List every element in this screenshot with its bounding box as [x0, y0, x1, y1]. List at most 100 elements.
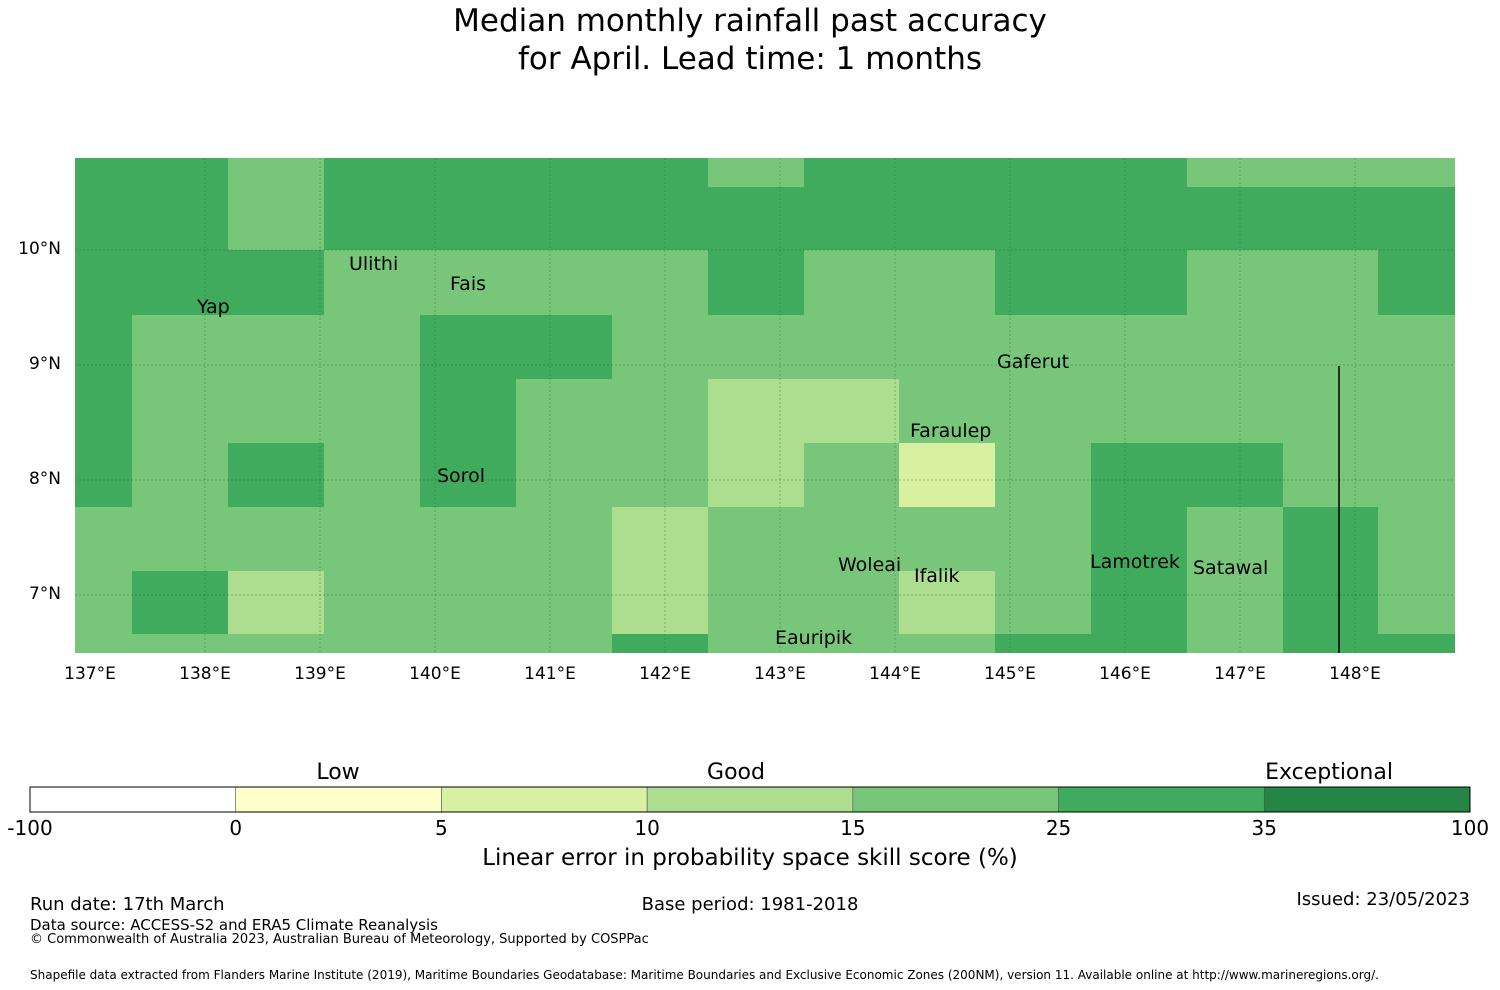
- grid-cell: [132, 634, 228, 653]
- grid-cell: [612, 507, 708, 571]
- place-label: Ulithi: [349, 253, 399, 275]
- grid-cell: [1187, 315, 1283, 379]
- lon-tick-label: 139°E: [294, 664, 346, 684]
- grid-cell: [804, 443, 899, 507]
- lon-tick-label: 137°E: [64, 664, 116, 684]
- grid-cell: [420, 315, 516, 379]
- grid-cell: [612, 158, 708, 187]
- grid-cell: [1283, 443, 1378, 507]
- grid-cell: [1378, 158, 1455, 187]
- lon-tick-label: 147°E: [1214, 664, 1266, 684]
- grid-cell: [1187, 158, 1283, 187]
- shapefile-credit: Shapefile data extracted from Flanders M…: [30, 968, 1379, 982]
- copyright: © Commonwealth of Australia 2023, Austra…: [30, 932, 649, 947]
- grid-cell: [899, 379, 995, 443]
- lat-tick-label: 10°N: [18, 239, 61, 259]
- run-date: Run date: 17th March: [30, 894, 225, 915]
- lon-tick-label: 142°E: [639, 664, 691, 684]
- grid-cell: [612, 379, 708, 443]
- place-label: Woleai: [838, 554, 902, 576]
- place-label: Eauripik: [775, 627, 853, 649]
- grid-cell: [1091, 187, 1187, 250]
- issued-date: Issued: 23/05/2023: [1296, 889, 1470, 910]
- grid-cell: [420, 250, 516, 315]
- place-label: Satawal: [1193, 557, 1269, 579]
- lat-tick-label: 7°N: [28, 584, 61, 604]
- grid-cell: [228, 187, 324, 250]
- grid-cell: [324, 315, 420, 379]
- grid-cell: [516, 443, 612, 507]
- grid-cell: [899, 507, 995, 571]
- grid-cell: [228, 443, 324, 507]
- grid-cell: [228, 379, 324, 443]
- place-label: Sorol: [437, 465, 485, 487]
- lon-tick-label: 141°E: [524, 664, 576, 684]
- grid-cell: [516, 158, 612, 187]
- grid-cell: [1091, 507, 1187, 571]
- grid-cell: [75, 187, 132, 250]
- lon-tick-label: 144°E: [869, 664, 921, 684]
- colorbar-label: Linear error in probability space skill …: [482, 845, 1018, 871]
- grid-cell: [1378, 315, 1455, 379]
- grid-cell: [228, 634, 324, 653]
- grid-cell: [708, 315, 804, 379]
- lon-tick-label: 145°E: [984, 664, 1036, 684]
- colorbar-tick-label: 0: [229, 816, 243, 840]
- grid-cell: [1091, 443, 1187, 507]
- grid-cell: [132, 507, 228, 571]
- grid-cell: [899, 634, 995, 653]
- grid-cell: [324, 443, 420, 507]
- grid-cell: [804, 158, 899, 187]
- grid-cell: [132, 250, 228, 315]
- grid-cell: [1187, 443, 1283, 507]
- grid-cell: [75, 379, 132, 443]
- chart-title: Median monthly rainfall past accuracy fo…: [0, 2, 1500, 78]
- grid-cell: [1091, 571, 1187, 634]
- grid-cell: [228, 315, 324, 379]
- colorbar: [29, 786, 1471, 813]
- colorbar-tick-label: 15: [840, 816, 866, 840]
- grid-cell: [516, 634, 612, 653]
- category-good: Good: [707, 760, 765, 785]
- grid-cell: [1091, 379, 1187, 443]
- lat-tick-label: 8°N: [28, 469, 61, 489]
- colorbar-segment: [1058, 786, 1265, 813]
- grid-cell: [899, 158, 995, 187]
- grid-cell: [899, 443, 995, 507]
- place-label: Yap: [197, 296, 230, 318]
- grid-cell: [516, 250, 612, 315]
- grid-cell: [420, 158, 516, 187]
- grid-cell: [420, 187, 516, 250]
- colorbar-tick-label: -100: [7, 816, 53, 840]
- data-source: Data source: ACCESS-S2 and ERA5 Climate …: [30, 916, 438, 934]
- grid-cell: [804, 379, 899, 443]
- grid-cell: [612, 571, 708, 634]
- grid-cell: [1283, 507, 1378, 571]
- graticule: [75, 158, 1455, 653]
- grid-cell: [132, 379, 228, 443]
- colorbar-segment: [852, 786, 1059, 813]
- grid-cell: [228, 507, 324, 571]
- grid-cell: [708, 571, 804, 634]
- grid-cell: [995, 250, 1091, 315]
- grid-cell: [228, 250, 324, 315]
- grid-cell: [899, 250, 995, 315]
- grid-cell: [612, 443, 708, 507]
- grid-cell: [1091, 634, 1187, 653]
- grid-cell: [228, 571, 324, 634]
- grid-cell: [995, 507, 1091, 571]
- place-label: Gaferut: [997, 351, 1070, 373]
- grid-cell: [75, 443, 132, 507]
- colorbar-tick-label: 25: [1045, 816, 1072, 840]
- grid-cell: [1187, 187, 1283, 250]
- grid-cell: [1378, 187, 1455, 250]
- grid-cell: [612, 315, 708, 379]
- grid-cell: [75, 507, 132, 571]
- grid-cell: [708, 187, 804, 250]
- grid-cell: [804, 187, 899, 250]
- grid-cell: [1283, 379, 1378, 443]
- grid-cell: [1091, 158, 1187, 187]
- grid-cell: [516, 507, 612, 571]
- grid-cell: [708, 158, 804, 187]
- grid-cell: [132, 158, 228, 187]
